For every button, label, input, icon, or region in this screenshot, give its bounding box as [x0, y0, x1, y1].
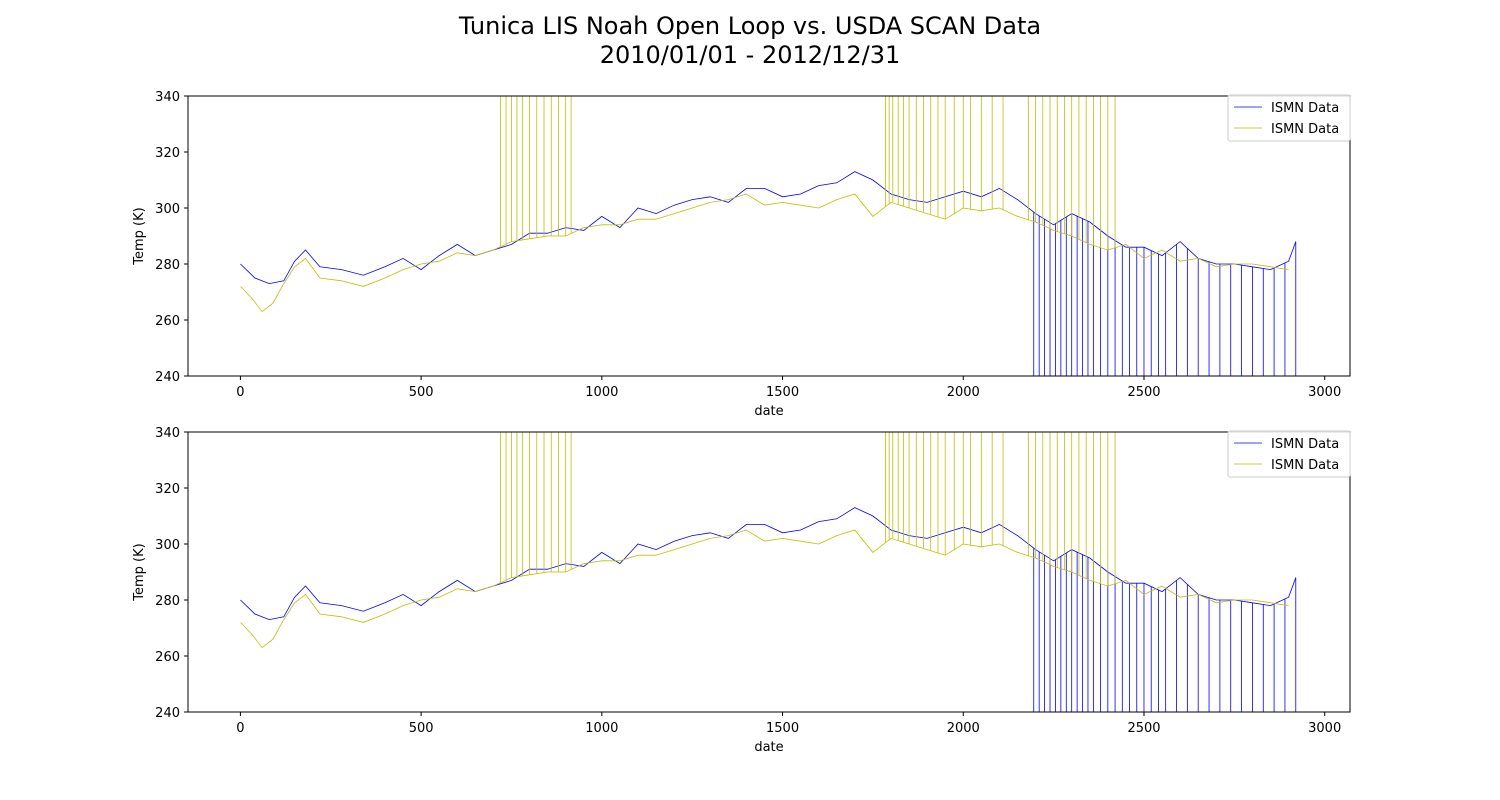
series-1 [240, 432, 1289, 649]
x-tick-label: 1500 [766, 721, 799, 736]
y-tick-label: 320 [155, 482, 180, 497]
y-tick-label: 260 [155, 650, 180, 665]
x-tick-label: 2000 [947, 385, 980, 400]
plot-area [240, 432, 1297, 712]
x-axis-label: date [754, 404, 783, 419]
series-line-0 [240, 171, 1297, 285]
series-0 [240, 507, 1297, 712]
plot-area [240, 96, 1297, 376]
series-0 [240, 171, 1297, 376]
bottom-panel: 0 500 1000 1500 2000 2500 3000 240 260 280 300 320 3… [132, 426, 1351, 755]
axes-frame [187, 431, 1351, 713]
x-tick-label: 3000 [1308, 385, 1341, 400]
x-tick-label: 1000 [585, 385, 618, 400]
y-axis-label: Temp (K) [132, 543, 147, 601]
y-tick-label: 340 [155, 90, 180, 105]
legend-box [1227, 94, 1351, 142]
top-panel: 0 500 1000 1500 2000 2500 3000 240 260 280 300 320 3… [132, 90, 1351, 419]
series-line-0 [240, 507, 1297, 621]
series-1 [240, 96, 1289, 313]
legend: ISMN Data ISMN Data [1227, 94, 1351, 142]
y-tick-label: 280 [155, 258, 180, 273]
figure-title-line2: 2010/01/01 - 2012/12/31 [599, 41, 901, 69]
legend-box [1227, 430, 1351, 478]
y-tick-label: 280 [155, 594, 180, 609]
figure-title-line1: Tunica LIS Noah Open Loop vs. USDA SCAN … [458, 12, 1042, 40]
x-tick-label: 2500 [1127, 385, 1160, 400]
y-axis-label: Temp (K) [132, 207, 147, 265]
y-tick-label: 240 [155, 370, 180, 385]
x-tick-label: 2000 [947, 721, 980, 736]
series-line-1 [240, 193, 1289, 313]
y-tick-label: 320 [155, 146, 180, 161]
x-tick-label: 1500 [766, 385, 799, 400]
y-tick-label: 300 [155, 538, 180, 553]
legend-label-0: ISMN Data [1271, 101, 1339, 116]
x-axis-label: date [754, 740, 783, 755]
y-tick-label: 300 [155, 202, 180, 217]
y-tick-label: 240 [155, 706, 180, 721]
x-tick-label: 0 [236, 385, 244, 400]
legend-label-0: ISMN Data [1271, 437, 1339, 452]
axes-frame [187, 95, 1351, 377]
x-tick-label: 500 [409, 385, 434, 400]
y-tick-label: 340 [155, 426, 180, 441]
x-tick-label: 2500 [1127, 721, 1160, 736]
x-tick-label: 1000 [585, 721, 618, 736]
legend-label-1: ISMN Data [1271, 458, 1339, 473]
x-tick-label: 3000 [1308, 721, 1341, 736]
legend-label-1: ISMN Data [1271, 122, 1339, 137]
series-line-1 [240, 529, 1289, 649]
x-tick-label: 500 [409, 721, 434, 736]
legend: ISMN Data ISMN Data [1227, 430, 1351, 478]
y-tick-label: 260 [155, 314, 180, 329]
x-tick-label: 0 [236, 721, 244, 736]
